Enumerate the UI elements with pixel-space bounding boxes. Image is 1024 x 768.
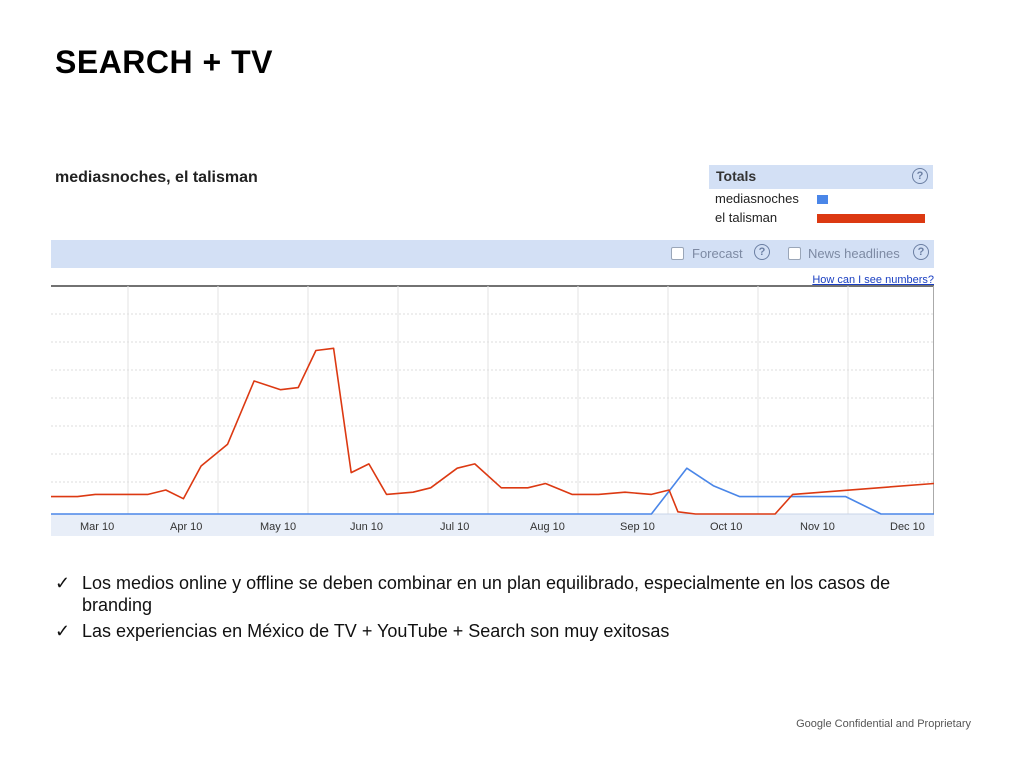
footer-confidential: Google Confidential and Proprietary xyxy=(796,718,971,730)
check-icon: ✓ xyxy=(55,621,71,641)
check-icon: ✓ xyxy=(55,573,71,593)
slide-title: SEARCH + TV xyxy=(55,44,273,80)
bullet-list: ✓ Los medios online y offline se deben c… xyxy=(55,572,955,646)
legend-item-mediasnoches: mediasnoches xyxy=(709,189,933,208)
x-tick-label: Dec 10 xyxy=(890,521,925,533)
x-tick-label: Sep 10 xyxy=(620,521,655,533)
forecast-label[interactable]: Forecast xyxy=(692,246,743,261)
x-tick-label: Jun 10 xyxy=(350,521,383,533)
trends-chart: Mar 10 Apr 10 May 10 Jun 10 Jul 10 Aug 10 Sep … xyxy=(50,284,939,538)
bullet-text: Las experiencias en México de TV + YouTu… xyxy=(82,621,670,641)
totals-help-icon[interactable]: ? xyxy=(912,168,928,184)
legend-label: mediasnoches xyxy=(715,191,799,206)
x-tick-label: May 10 xyxy=(260,521,296,533)
x-tick-label: Apr 10 xyxy=(170,521,202,533)
legend-swatch-blue xyxy=(817,195,828,204)
totals-label: Totals xyxy=(716,168,757,184)
bullet-text: Los medios online y offline se deben com… xyxy=(82,573,891,615)
news-headlines-checkbox[interactable] xyxy=(788,247,801,260)
forecast-help-icon[interactable]: ? xyxy=(754,244,770,260)
news-help-icon[interactable]: ? xyxy=(913,244,929,260)
series-line-el-talisman xyxy=(51,347,935,515)
totals-legend: Totals ? mediasnoches el talisman xyxy=(709,165,933,228)
x-tick-label: Mar 10 xyxy=(80,521,114,533)
chart-toolbar: Forecast ? News headlines ? xyxy=(51,240,934,268)
x-tick-label: Aug 10 xyxy=(530,521,565,533)
x-tick-label: Nov 10 xyxy=(800,521,835,533)
bullet-item: ✓ Los medios online y offline se deben c… xyxy=(55,572,955,616)
x-axis-band xyxy=(51,514,934,536)
trends-query-title: mediasnoches, el talisman xyxy=(55,169,258,186)
news-headlines-label[interactable]: News headlines xyxy=(808,246,900,261)
series-line-mediasnoches xyxy=(51,467,934,515)
how-see-numbers-link[interactable]: How can I see numbers? xyxy=(812,274,934,286)
x-tick-label: Oct 10 xyxy=(710,521,742,533)
x-tick-label: Jul 10 xyxy=(440,521,469,533)
totals-header: Totals ? xyxy=(709,165,933,189)
bullet-item: ✓ Las experiencias en México de TV + You… xyxy=(55,620,955,642)
legend-label: el talisman xyxy=(715,210,778,225)
forecast-checkbox[interactable] xyxy=(671,247,684,260)
trends-line-chart: Mar 10 Apr 10 May 10 Jun 10 Jul 10 Aug 10 Sep … xyxy=(50,285,939,536)
legend-item-el-talisman: el talisman xyxy=(709,208,933,227)
legend-swatch-red xyxy=(817,214,925,223)
